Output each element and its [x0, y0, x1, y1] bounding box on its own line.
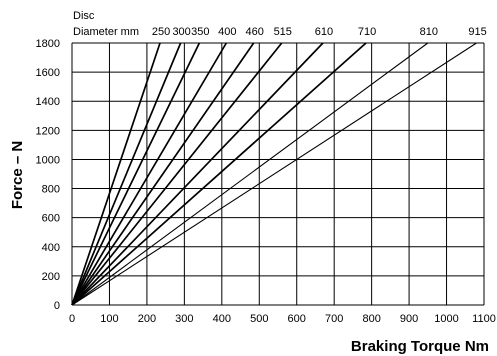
x-tick-labels: 0 100 200 300 400 500 600 700 800 900 1000 1100 — [69, 313, 496, 325]
grid — [71, 42, 485, 306]
x-tick-label: 900 — [400, 313, 418, 325]
y-tick-label: 600 — [42, 213, 60, 225]
y-tick-label: 800 — [42, 184, 60, 196]
x-tick-label: 500 — [250, 313, 268, 325]
x-tick-label: 0 — [69, 313, 75, 325]
y-tick-labels: 0 200 400 600 800 1000 1200 1400 1600 1800 — [36, 38, 60, 312]
series-label-400: 400 — [218, 26, 236, 38]
series-label-250: 250 — [152, 26, 170, 38]
series-label-350: 350 — [191, 26, 209, 38]
series-line-915 — [71, 42, 477, 306]
y-axis-label: Force – N — [9, 141, 26, 209]
y-tick-label: 1800 — [36, 38, 60, 50]
series-label-810: 810 — [420, 26, 438, 38]
series-lines — [71, 42, 477, 306]
series-line-610 — [71, 42, 324, 306]
series-line-300 — [71, 42, 182, 306]
series-line-460 — [71, 42, 255, 306]
series-line-810 — [71, 42, 429, 306]
legend-title-line2: Diameter mm — [73, 26, 139, 38]
series-label-460: 460 — [245, 26, 263, 38]
series-label-300: 300 — [172, 26, 190, 38]
series-line-350 — [71, 42, 201, 306]
y-tick-label: 400 — [42, 242, 60, 254]
x-tick-label: 1000 — [434, 313, 458, 325]
series-label-915: 915 — [468, 26, 486, 38]
y-tick-label: 1600 — [36, 67, 60, 79]
x-tick-label: 600 — [288, 313, 306, 325]
x-tick-label: 200 — [138, 313, 156, 325]
series-labels: 250 300 350 400 460 515 610 710 810 915 — [152, 26, 487, 38]
x-axis-label: Braking Torque Nm — [351, 338, 489, 355]
y-tick-label: 0 — [54, 300, 60, 312]
series-label-610: 610 — [315, 26, 333, 38]
x-tick-label: 100 — [100, 313, 118, 325]
series-line-400 — [71, 42, 228, 306]
series-line-250 — [71, 42, 161, 306]
x-tick-label: 400 — [213, 313, 231, 325]
x-tick-label: 700 — [325, 313, 343, 325]
y-tick-label: 1200 — [36, 125, 60, 137]
y-tick-label: 200 — [42, 271, 60, 283]
series-label-515: 515 — [274, 26, 292, 38]
y-tick-label: 1400 — [36, 96, 60, 108]
y-tick-label: 1000 — [36, 154, 60, 166]
series-label-710: 710 — [358, 26, 376, 38]
legend-title-line1: Disc — [73, 10, 95, 22]
series-line-710 — [71, 42, 367, 306]
x-tick-label: 1100 — [472, 313, 496, 325]
series-line-515 — [71, 42, 283, 306]
x-tick-label: 800 — [362, 313, 380, 325]
x-tick-label: 300 — [175, 313, 193, 325]
